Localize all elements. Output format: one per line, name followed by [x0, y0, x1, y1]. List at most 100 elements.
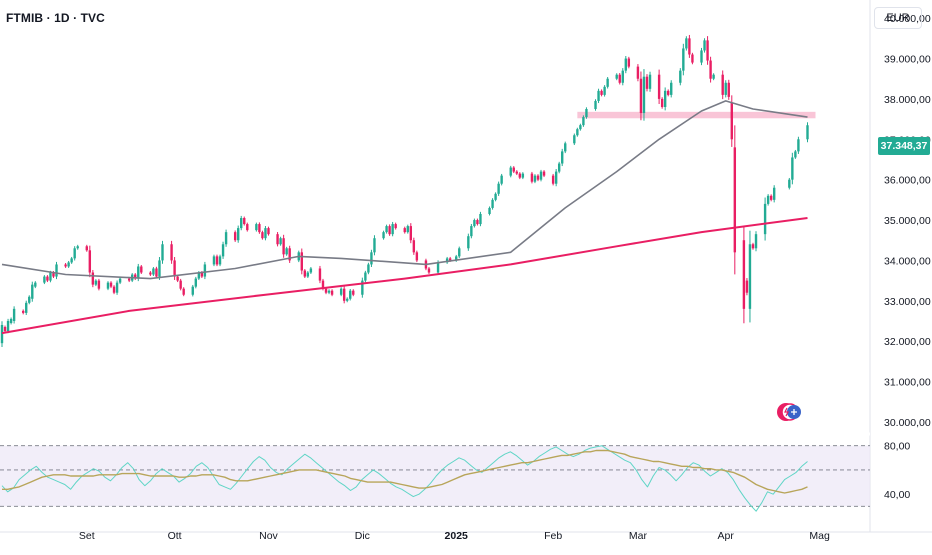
candle-body: [236, 228, 240, 241]
last-price-label: 37.348,37: [878, 137, 930, 155]
candle-body: [551, 175, 555, 184]
candle-body: [34, 282, 37, 287]
candle-body: [645, 76, 649, 89]
symbol-title[interactable]: FTMIB · 1D · TVC: [6, 11, 105, 25]
time-tick-label: Dic: [355, 530, 370, 542]
candle-body: [406, 226, 409, 233]
time-tick-label: Set: [79, 530, 95, 542]
candle-body: [64, 264, 67, 267]
candle-body: [742, 240, 746, 309]
candle-body: [339, 288, 343, 295]
candle-body: [597, 90, 600, 101]
rsi-band-fill: [0, 445, 870, 507]
currency-button[interactable]: EUR: [874, 7, 922, 29]
candle-body: [806, 125, 809, 140]
candle-body: [521, 173, 525, 178]
candle-body: [788, 179, 791, 188]
candle-body: [391, 224, 394, 235]
candle-body: [576, 129, 579, 136]
candle-body: [285, 248, 288, 255]
candle-body: [691, 54, 694, 63]
candle-body: [657, 74, 661, 99]
candle-body: [349, 290, 352, 299]
candle-body: [179, 280, 182, 289]
candle-body: [582, 117, 585, 126]
candle-body: [127, 278, 131, 281]
candle-body: [264, 228, 267, 239]
candle-body: [134, 274, 137, 279]
candle-body: [564, 143, 567, 152]
candle-body: [763, 203, 767, 235]
candle-body: [55, 264, 58, 277]
candle-body: [448, 258, 452, 261]
candle-body: [373, 238, 376, 253]
candle-body: [364, 272, 367, 281]
candle-body: [721, 74, 724, 95]
candle-body: [467, 236, 470, 249]
candle-body: [321, 280, 325, 289]
candle-body: [585, 109, 588, 118]
candle-body: [606, 78, 609, 87]
candle-body: [203, 264, 207, 277]
candle-body: [346, 298, 349, 301]
candle-body: [594, 100, 597, 110]
candle-body: [303, 270, 307, 277]
candle-body: [636, 66, 640, 79]
candle-body: [70, 258, 73, 263]
candle-body: [309, 268, 313, 273]
candle-body: [109, 282, 113, 287]
candle-body: [685, 38, 688, 49]
candle-body: [49, 272, 52, 281]
candle-body: [21, 310, 25, 313]
price-tick-label: 39.000,00: [884, 54, 931, 66]
candle-body: [67, 262, 70, 267]
candle-body: [327, 290, 331, 293]
ma-50-line: [1, 100, 808, 280]
candle-body: [533, 175, 537, 182]
candle-body: [0, 325, 4, 344]
candle-body: [91, 272, 95, 285]
candle-body: [745, 280, 749, 293]
candle-body: [509, 167, 512, 176]
candle-body: [415, 252, 419, 261]
price-tick-label: 33.000,00: [884, 296, 931, 308]
rsi-tick-label: 40,00: [884, 489, 910, 501]
candle-body: [730, 102, 733, 140]
candle-body: [173, 260, 176, 277]
candle-body: [115, 282, 119, 293]
candle-body: [724, 82, 727, 95]
candle-body: [342, 288, 346, 301]
candle-body: [766, 195, 770, 204]
candle-body: [497, 183, 500, 194]
candle-body: [3, 327, 7, 332]
candle-body: [470, 226, 473, 237]
candle-body: [539, 171, 543, 180]
candle-body: [158, 260, 161, 277]
price-tick-label: 40.000,00: [884, 13, 931, 25]
candle-body: [224, 232, 228, 245]
candle-body: [530, 173, 534, 182]
candle-body: [491, 199, 494, 208]
candle-body: [403, 228, 406, 233]
candle-body: [536, 175, 540, 180]
candle-body: [367, 264, 370, 273]
candle-body: [361, 280, 364, 295]
price-tick-label: 31.000,00: [884, 377, 931, 389]
time-tick-label: 2025: [445, 530, 469, 542]
candle-body: [52, 272, 55, 277]
candle-body: [561, 151, 564, 164]
candle-body: [43, 276, 46, 283]
time-tick-label: Feb: [544, 530, 562, 542]
price-tick-label: 36.000,00: [884, 175, 931, 187]
candle-body: [518, 173, 522, 178]
price-tick-label: 34.000,00: [884, 255, 931, 267]
candle-body: [118, 278, 122, 283]
candle-body: [579, 125, 582, 130]
candle-body: [445, 258, 449, 263]
candle-body: [246, 224, 249, 231]
candle-body: [215, 256, 219, 265]
candle-body: [703, 40, 706, 51]
candle-body: [663, 90, 667, 107]
